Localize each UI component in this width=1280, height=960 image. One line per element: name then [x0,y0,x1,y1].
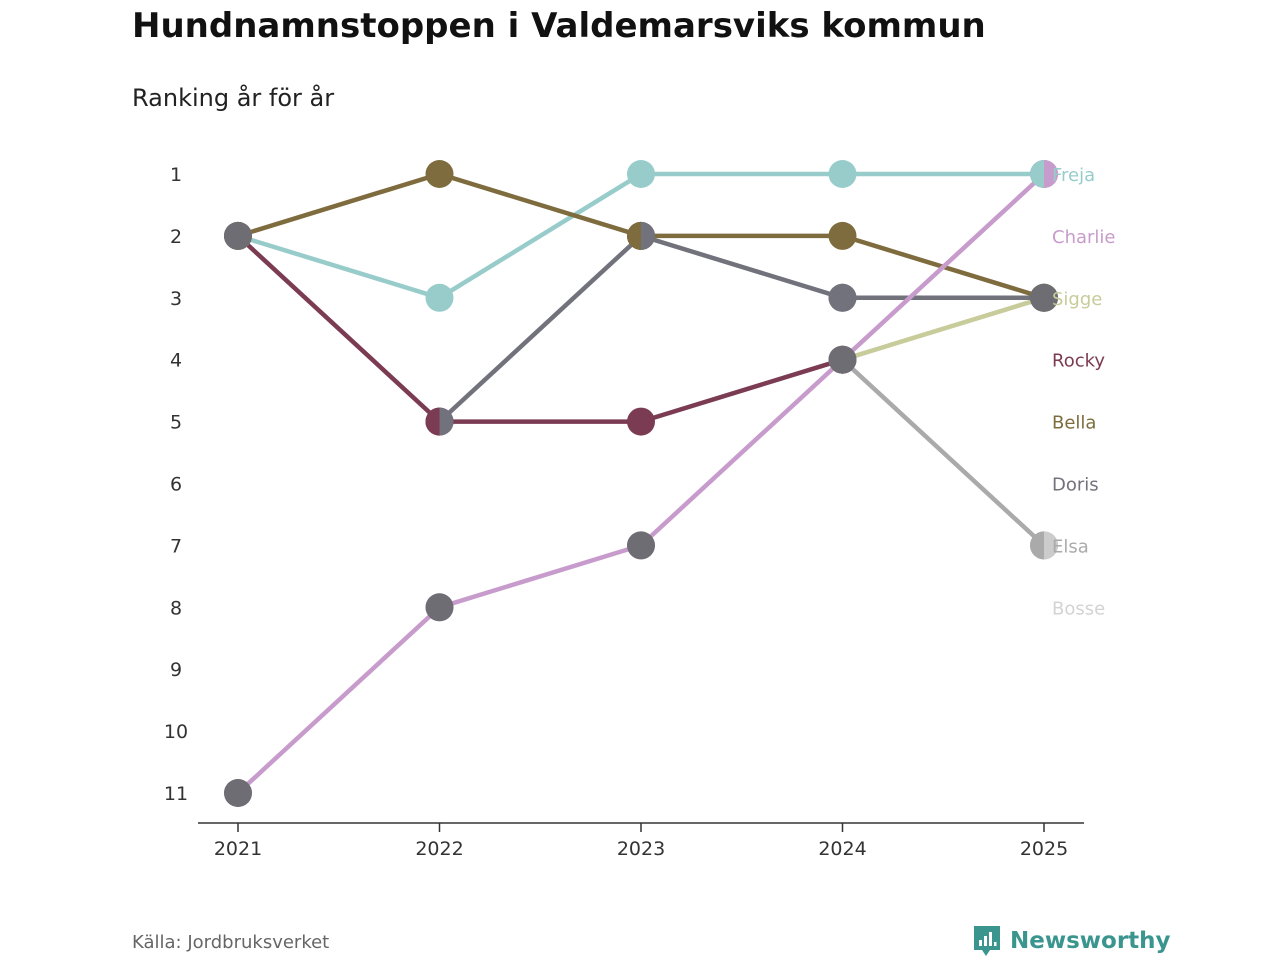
legend-label-bella: Bella [1052,413,1096,434]
marker-freja-2023 [627,160,655,188]
x-tick-label-2025: 2025 [1020,838,1068,860]
shared-marker-2024-rank-3 [828,283,857,312]
marker-freja-2022 [425,283,454,312]
brand-name: Newsworthy [1010,928,1171,954]
shared-marker-2021-rank-11 [224,779,252,807]
x-tick-label-2023: 2023 [617,838,665,860]
legend-label-doris: Doris [1052,475,1099,496]
rank-chart: 2021 2022 2023 2024 2025 1 2 3 4 5 6 7 8 9 10 11 Freja Ch… [164,160,1115,860]
split-marker-right-2023-rank-2 [641,221,656,250]
brand-logo: Newsworthy [972,924,1171,958]
marker-bella-2022 [425,160,454,188]
shared-marker-2025-rank-3 [1030,283,1058,312]
y-tick-label-10: 10 [164,721,188,743]
legend-label-bosse: Bosse [1052,598,1105,619]
y-tick-label-4: 4 [170,350,182,372]
y-tick-label-9: 9 [170,659,182,681]
y-tick-label-11: 11 [164,783,188,805]
legend-label-freja: Freja [1052,165,1095,186]
marker-bella-2024 [828,221,857,250]
y-tick-label-2: 2 [170,226,182,248]
series-line-sigge [840,295,1047,362]
series-line-doris [437,233,1047,424]
y-tick-label-7: 7 [170,535,182,557]
split-marker-right-2025-rank-1 [1044,160,1058,188]
legend-label-sigge: Sigge [1052,289,1102,310]
split-marker-right-2022-rank-5 [439,407,454,436]
legend-label-charlie: Charlie [1052,227,1115,248]
x-tick-label-2022: 2022 [415,838,463,860]
legend-label-elsa: Elsa [1052,536,1089,557]
chart-title: Hundnamnstoppen i Valdemarsviks kommun [132,6,986,46]
marker-rocky-2023 [627,407,655,436]
chart-subtitle: Ranking år för år [132,84,335,112]
series-line-elsa [840,357,1047,548]
y-tick-label-8: 8 [170,597,182,619]
x-tick-label-2024: 2024 [818,838,866,860]
shared-marker-2024-rank-4 [828,345,857,374]
series-line-rocky [235,233,845,424]
shared-marker-2022-rank-8 [425,593,454,622]
newsworthy-logo-icon [974,926,1000,956]
shared-marker-2021-rank-2 [224,221,252,250]
split-marker-left-2022-rank-5 [425,407,440,436]
split-marker-left-2025-rank-7 [1030,531,1044,560]
source-note: Källa: Jordbruksverket [132,932,330,953]
split-marker-left-2025-rank-1 [1030,160,1044,188]
x-tick-label-2021: 2021 [214,838,262,860]
legend-label-rocky: Rocky [1052,351,1105,372]
split-marker-right-2025-rank-7 [1044,531,1059,560]
split-marker-left-2023-rank-2 [627,221,641,250]
y-tick-label-3: 3 [170,288,182,310]
shared-marker-2023-rank-7 [627,531,655,560]
series-line-charlie [235,171,1047,796]
y-tick-label-6: 6 [170,474,182,496]
y-tick-label-1: 1 [170,164,182,186]
y-tick-label-5: 5 [170,412,182,434]
marker-freja-2024 [828,160,857,188]
